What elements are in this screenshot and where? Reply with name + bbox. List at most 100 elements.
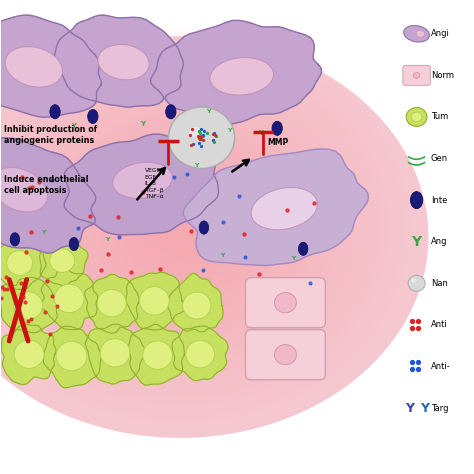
Ellipse shape [404,26,429,42]
Ellipse shape [5,46,63,87]
Ellipse shape [251,188,318,230]
Polygon shape [53,15,183,107]
Polygon shape [151,20,321,125]
Ellipse shape [57,121,303,334]
Ellipse shape [210,57,273,95]
Text: Y: Y [220,254,225,258]
Text: Anti: Anti [431,320,447,329]
Polygon shape [128,324,184,385]
Ellipse shape [165,105,176,119]
Ellipse shape [143,192,218,263]
Ellipse shape [128,180,232,275]
Ellipse shape [0,68,367,387]
Ellipse shape [100,338,130,367]
Text: Inhibit production of
angiogenic proteins: Inhibit production of angiogenic protein… [4,125,98,146]
Text: Tum: Tum [431,112,448,121]
Polygon shape [126,273,185,330]
Ellipse shape [121,174,239,281]
Ellipse shape [0,50,388,405]
Ellipse shape [182,292,211,319]
Ellipse shape [22,91,338,364]
Polygon shape [1,324,56,384]
Ellipse shape [79,139,282,316]
Polygon shape [172,326,228,381]
Ellipse shape [189,127,202,137]
Text: Y: Y [211,113,216,119]
Ellipse shape [0,38,402,417]
Ellipse shape [168,107,235,168]
Ellipse shape [100,156,261,299]
Text: MMP: MMP [268,138,289,147]
Ellipse shape [15,86,346,369]
Polygon shape [167,273,223,332]
Ellipse shape [50,105,60,119]
Polygon shape [85,274,139,333]
Ellipse shape [299,242,308,255]
Ellipse shape [86,145,275,310]
Ellipse shape [88,109,98,124]
Text: Y: Y [105,237,109,242]
Ellipse shape [136,186,225,269]
Ellipse shape [410,191,423,209]
Ellipse shape [408,275,425,292]
Ellipse shape [0,27,417,428]
FancyBboxPatch shape [246,278,325,328]
Text: Nan: Nan [431,279,447,288]
Text: Y: Y [72,123,76,129]
Ellipse shape [0,62,374,393]
Ellipse shape [55,284,84,313]
Text: Targ: Targ [431,403,448,412]
Polygon shape [0,15,101,117]
Ellipse shape [69,237,79,251]
Text: Gen: Gen [431,154,448,163]
Ellipse shape [143,341,173,369]
Polygon shape [43,326,101,388]
Ellipse shape [7,251,33,275]
Ellipse shape [186,340,215,368]
Ellipse shape [0,33,410,422]
Ellipse shape [14,292,43,319]
Ellipse shape [112,162,173,198]
Polygon shape [40,268,98,330]
Polygon shape [85,324,145,384]
Text: Ang: Ang [431,237,447,246]
Polygon shape [64,134,219,235]
Ellipse shape [199,221,209,234]
Ellipse shape [107,163,254,292]
Ellipse shape [50,249,74,273]
Ellipse shape [14,340,44,368]
Ellipse shape [411,112,422,122]
Text: Induce endothelial
cell apoptosis: Induce endothelial cell apoptosis [4,175,89,195]
Text: Angi: Angi [431,29,450,38]
Text: Y: Y [405,401,414,415]
Text: Anti-: Anti- [431,362,450,371]
Text: Y: Y [41,230,46,235]
Text: Y: Y [258,130,263,136]
Text: VEGF
EGF
IL–8
TGF–β
TNF–α: VEGF EGF IL–8 TGF–β TNF–α [145,168,164,199]
Ellipse shape [0,167,48,212]
Ellipse shape [93,151,268,304]
Text: Y: Y [411,235,422,249]
Ellipse shape [411,278,417,283]
Polygon shape [0,137,96,253]
Ellipse shape [98,45,149,80]
Ellipse shape [0,56,381,399]
Ellipse shape [272,121,283,136]
Ellipse shape [43,109,318,346]
Polygon shape [183,149,368,265]
Ellipse shape [0,45,395,410]
Text: Norm: Norm [431,71,454,80]
FancyBboxPatch shape [403,65,430,85]
Ellipse shape [10,233,19,246]
Text: Y: Y [140,120,145,127]
Ellipse shape [150,198,211,257]
Polygon shape [40,236,88,286]
Ellipse shape [29,98,331,357]
Ellipse shape [139,287,169,315]
Ellipse shape [50,115,310,340]
Ellipse shape [97,290,126,317]
Text: Y: Y [292,256,296,261]
Ellipse shape [72,133,289,322]
Text: Y: Y [206,109,211,114]
Ellipse shape [274,345,296,365]
